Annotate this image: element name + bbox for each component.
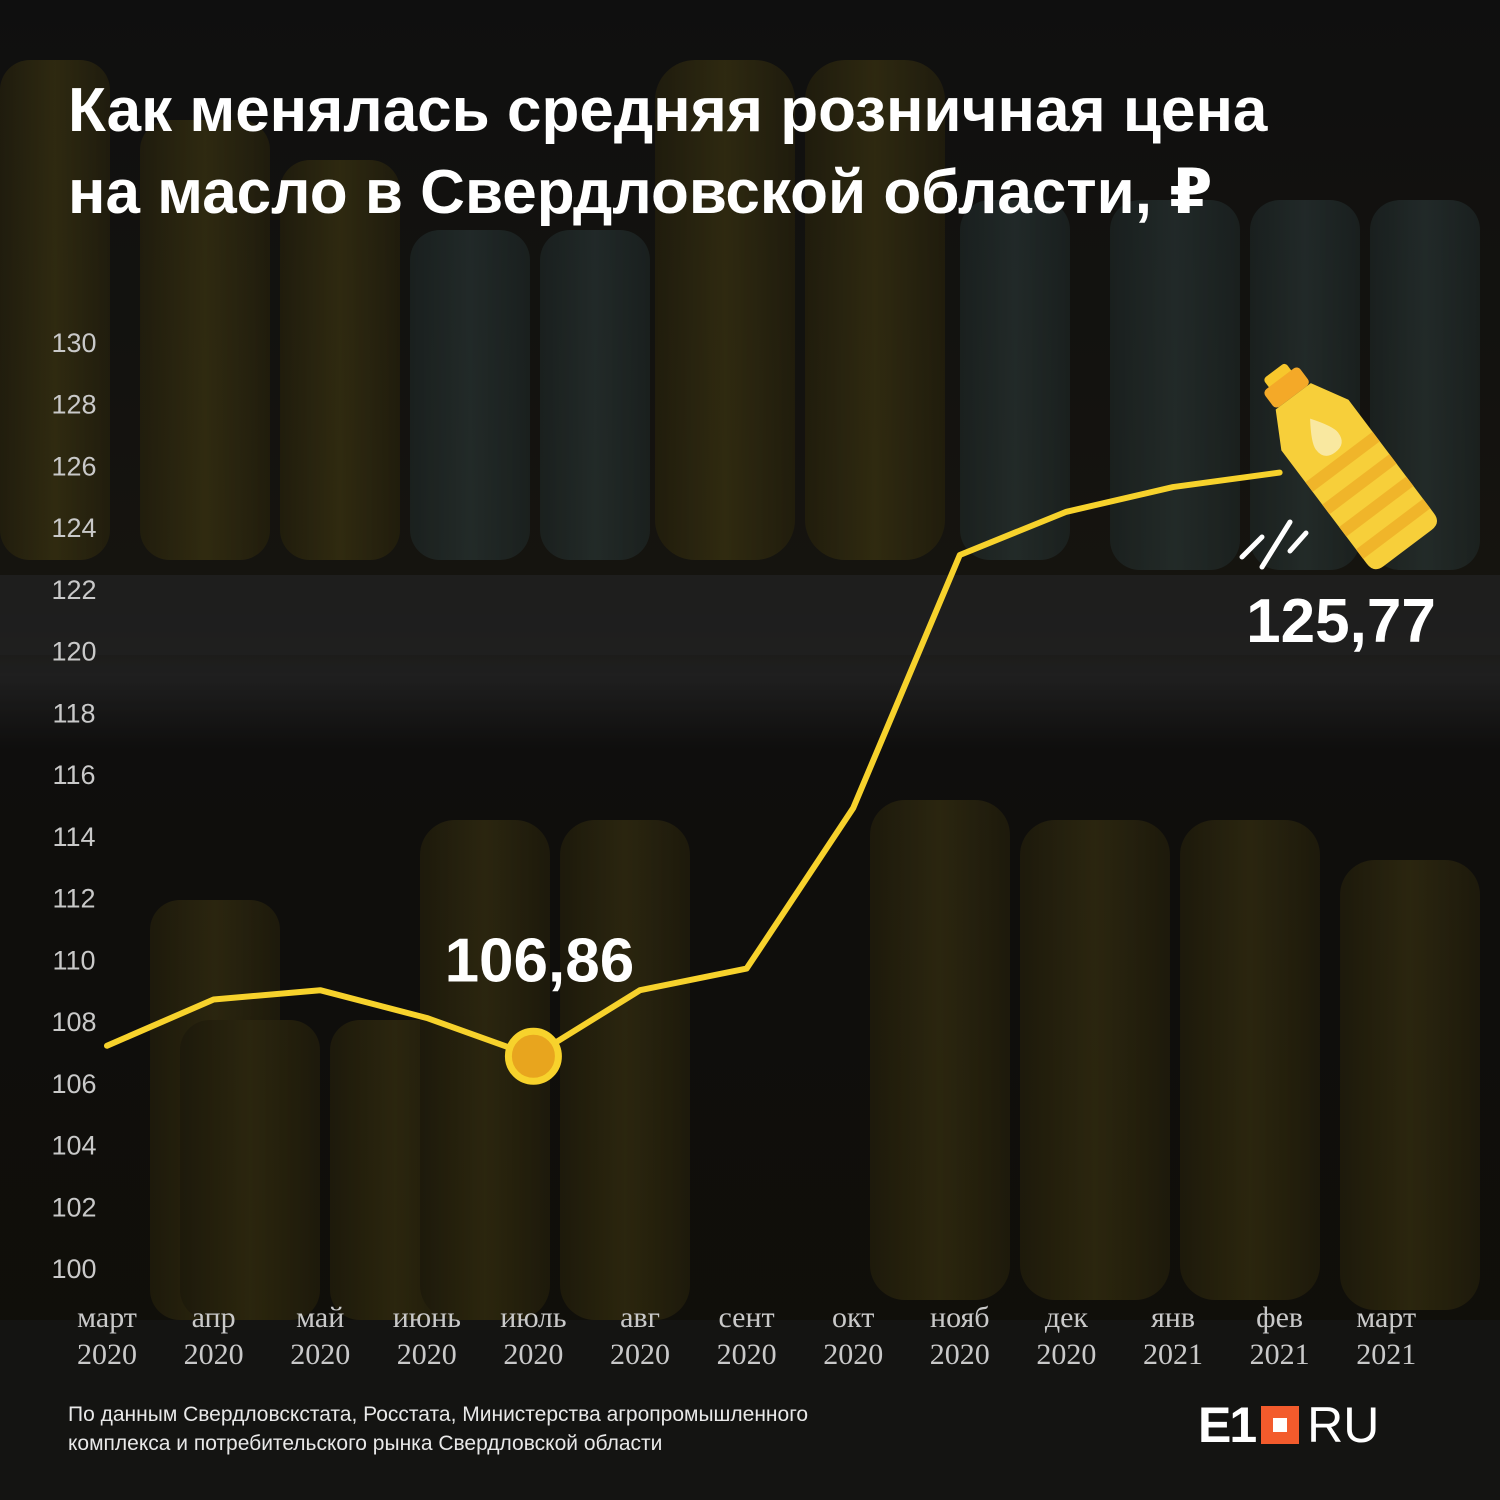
x-tick-label-month: март [77, 1301, 137, 1334]
x-tick-label-month: июнь [393, 1301, 461, 1334]
chart-title-line-2: на масло в Свердловской области, ₽ [68, 158, 1213, 227]
y-tick-label: 112 [52, 884, 95, 914]
x-tick-label-year: 2021 [1250, 1338, 1310, 1371]
x-tick-label-year: 2020 [717, 1338, 777, 1371]
x-tick-label-month: дек [1045, 1301, 1089, 1334]
x-tick-label-year: 2021 [1356, 1338, 1416, 1371]
y-tick-label: 120 [51, 637, 96, 667]
x-tick-label-year: 2020 [930, 1338, 990, 1371]
shelf-edge-upper [0, 575, 1500, 655]
y-tick-label: 110 [52, 945, 95, 975]
source-note-line-1: По данным Свердловскстата, Росстата, Мин… [68, 1403, 809, 1426]
x-tick-label-month: апр [192, 1301, 236, 1334]
y-tick-label: 122 [51, 575, 96, 605]
x-tick-label-year: 2020 [77, 1338, 137, 1371]
y-tick-label: 128 [51, 390, 96, 420]
logo-suffix-text: RU [1307, 1397, 1380, 1453]
x-tick-label-year: 2020 [610, 1338, 670, 1371]
y-tick-label: 104 [51, 1131, 96, 1161]
x-tick-label-month: март [1356, 1301, 1416, 1334]
y-tick-label: 118 [52, 698, 95, 728]
x-tick-label-year: 2020 [397, 1338, 457, 1371]
x-tick-label-year: 2020 [823, 1338, 883, 1371]
x-tick-label-year: 2020 [1036, 1338, 1096, 1371]
y-tick-label: 126 [51, 451, 96, 481]
oil-bottle-icon [1264, 363, 1437, 570]
x-axis: март 2020 апр 2020 май 2020 июнь 2020 июль 2020 ав… [77, 1301, 1416, 1371]
y-tick-label: 114 [52, 822, 95, 852]
upper-shelf-bottles [0, 60, 1480, 570]
x-tick-label-month: авг [620, 1301, 660, 1334]
x-tick-label-month: янв [1151, 1301, 1195, 1334]
annotations-layer: 106,86 125,77 [445, 587, 1436, 1085]
source-note: По данным Свердловскстата, Росстата, Мин… [68, 1400, 1018, 1458]
chart-title-line-1: Как менялась средняя розничная цена [68, 76, 1268, 145]
y-tick-label: 108 [51, 1007, 96, 1037]
x-tick-label-year: 2020 [290, 1338, 350, 1371]
y-axis: 100 102 104 106 108 110 112 114 116 118 120 122 124 1… [51, 328, 96, 1284]
latest-value-label: 125,77 [1246, 587, 1436, 656]
y-tick-label: 116 [52, 760, 95, 790]
x-tick-label-month: сент [719, 1301, 775, 1334]
x-tick-label-year: 2020 [184, 1338, 244, 1371]
logo-square-icon [1261, 1406, 1300, 1444]
x-tick-label-year: 2020 [503, 1338, 563, 1371]
chart-title: Как менялась средняя розничная цена на м… [68, 70, 1468, 234]
x-tick-label-month: май [296, 1301, 344, 1334]
x-tick-label-year: 2021 [1143, 1338, 1203, 1371]
price-series-line [104, 469, 1283, 1060]
min-point-marker [504, 1027, 562, 1085]
lower-shelf-bottles [150, 800, 1480, 1320]
y-tick-label: 106 [51, 1069, 96, 1099]
y-tick-label: 124 [51, 513, 96, 543]
e1-logo: E1 RU [1198, 1397, 1380, 1453]
shelf-edge-lower [0, 1320, 1500, 1500]
x-tick-label-month: июль [500, 1301, 566, 1334]
x-tick-label-month: фев [1256, 1301, 1303, 1334]
min-value-label: 106,86 [445, 926, 635, 995]
x-tick-label-month: нояб [930, 1301, 990, 1334]
y-tick-label: 130 [51, 328, 96, 358]
series-layer [104, 469, 1283, 1060]
motion-lines-icon [1239, 519, 1309, 570]
y-tick-label: 102 [51, 1192, 96, 1222]
source-note-line-2: комплекса и потребительского рынка Сверд… [68, 1432, 663, 1455]
logo-main-text: E1 [1198, 1397, 1257, 1453]
y-tick-label: 100 [51, 1254, 96, 1284]
x-tick-label-month: окт [832, 1301, 874, 1334]
